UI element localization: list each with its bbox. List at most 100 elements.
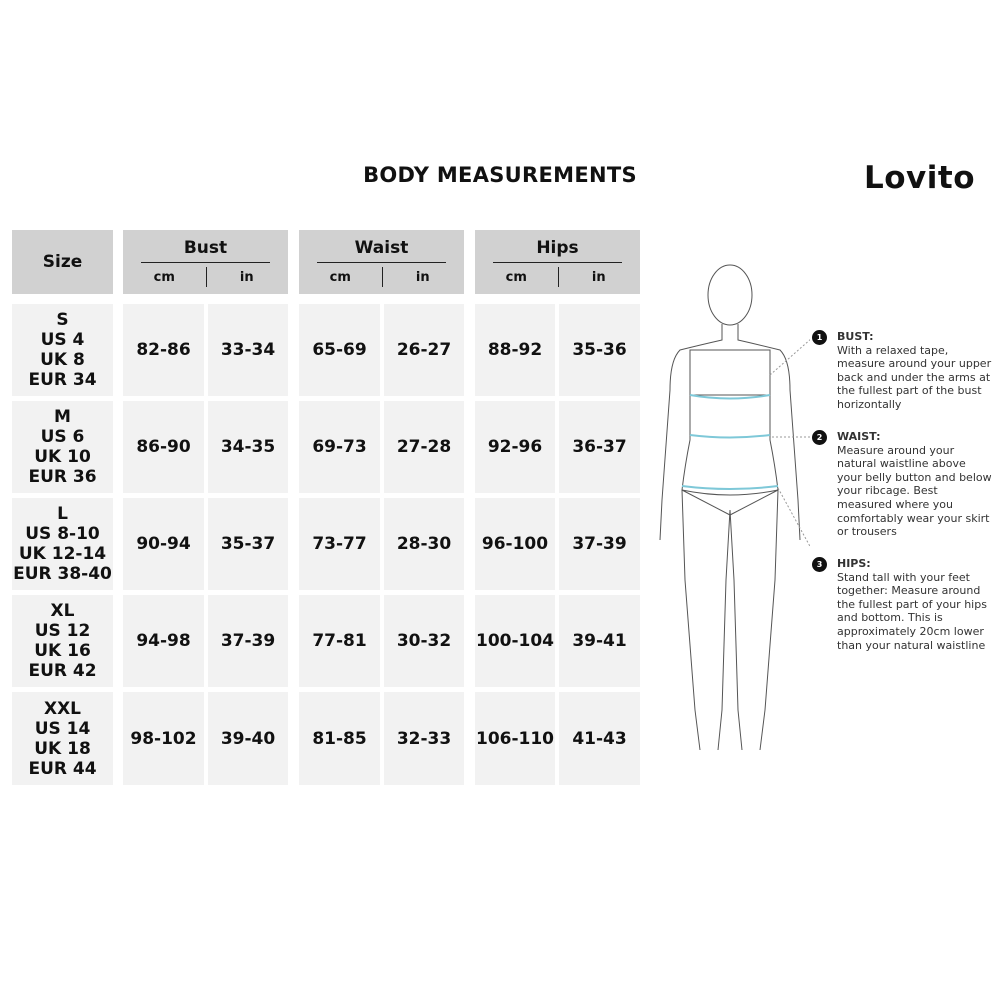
unit-in: in: [415, 270, 430, 285]
note-text: Stand tall with your feet together: Meas…: [837, 570, 987, 652]
measurement-value: 96-100: [481, 534, 549, 554]
measurement-cell: 37-39: [559, 498, 640, 590]
size-label: S: [56, 310, 69, 330]
note-heading: BUST:: [837, 330, 874, 343]
measurement-value: 26-27: [396, 340, 452, 360]
measurement-cell: 41-43: [559, 692, 640, 785]
measurement-value: 37-39: [220, 631, 276, 651]
size-label: UK 16: [34, 641, 91, 661]
measurement-cell: 81-85: [299, 692, 380, 785]
number-badge-icon: 2: [812, 430, 827, 445]
measurement-cell: 39-40: [208, 692, 288, 785]
size-label: UK 12-14: [18, 544, 107, 564]
measurement-value: 35-36: [572, 340, 627, 360]
note-text: With a relaxed tape, measure around your…: [837, 343, 992, 411]
size-label: L: [57, 504, 68, 524]
measurement-value: 77-81: [312, 631, 367, 651]
measurement-value: 39-41: [572, 631, 627, 651]
measurement-value: 92-96: [487, 437, 543, 457]
brand-logo: Lovito: [864, 160, 976, 196]
divider: [205, 267, 207, 287]
size-label: UK 18: [34, 738, 91, 759]
measurement-value: 73-77: [312, 534, 367, 554]
measurement-cell: 35-36: [559, 304, 640, 396]
size-cell: S US 4 UK 8 EUR 34: [12, 304, 113, 396]
measurement-value: 27-28: [396, 437, 452, 457]
note-waist: 2 WAIST: Measure around your natural waist…: [812, 430, 992, 539]
measurement-value: 94-98: [136, 631, 191, 651]
note-text: Measure around your natural waistline ab…: [837, 443, 992, 539]
head-outline: [707, 264, 753, 326]
unit-in: in: [239, 270, 254, 285]
group-label: Hips: [536, 238, 579, 258]
measurement-cell: 88-92: [475, 304, 555, 396]
measurement-value: 69-73: [312, 437, 367, 457]
header-waist: Waist cm in: [299, 230, 464, 294]
divider: [141, 262, 270, 263]
note-heading: HIPS:: [837, 557, 871, 570]
header-bust: Bust cm in: [123, 230, 288, 294]
size-label: UK 8: [40, 350, 85, 370]
measurement-cell: 69-73: [299, 401, 380, 493]
measurement-cell: 34-35: [208, 401, 288, 493]
measurement-cell: 98-102: [123, 692, 204, 785]
measurement-cell: 92-96: [475, 401, 555, 493]
divider: [557, 267, 559, 287]
group-label: Bust: [183, 238, 228, 258]
measurement-value: 98-102: [130, 728, 197, 749]
size-header: Size: [42, 252, 83, 272]
size-label: M: [54, 407, 71, 427]
bust-tape: [689, 394, 771, 400]
size-label: US 14: [34, 718, 91, 739]
measurement-cell: 65-69: [299, 304, 380, 396]
note-hips: 3 HIPS: Stand tall with your feet together…: [812, 557, 992, 652]
measurement-cell: 82-86: [123, 304, 204, 396]
measurement-cell: 33-34: [208, 304, 288, 396]
size-label: EUR 34: [28, 370, 97, 390]
size-label: UK 10: [34, 447, 91, 467]
measurement-cell: 96-100: [475, 498, 555, 590]
divider: [493, 262, 622, 263]
measurement-value: 36-37: [572, 437, 627, 457]
size-label: US 8-10: [25, 524, 100, 544]
unit-cm: cm: [505, 270, 527, 285]
size-label: US 4: [40, 330, 85, 350]
measurement-value: 81-85: [312, 728, 367, 749]
unit-cm: cm: [329, 270, 351, 285]
body-figure-illustration: [659, 264, 810, 751]
divider: [317, 262, 446, 263]
measurement-value: 82-86: [136, 340, 191, 360]
measurement-cell: 30-32: [384, 595, 464, 687]
size-cell: L US 8-10 UK 12-14 EUR 38-40: [12, 498, 113, 590]
size-label: US 6: [40, 427, 85, 447]
size-label: EUR 42: [28, 661, 97, 681]
measurement-cell: 100-104: [475, 595, 555, 687]
measurement-cell: 35-37: [208, 498, 288, 590]
size-label: US 12: [34, 621, 91, 641]
measurement-value: 86-90: [136, 437, 191, 457]
size-label: EUR 44: [28, 758, 97, 779]
size-label: XXL: [43, 698, 82, 719]
measurement-cell: 86-90: [123, 401, 204, 493]
measurement-cell: 26-27: [384, 304, 464, 396]
size-cell: XL US 12 UK 16 EUR 42: [12, 595, 113, 687]
measurement-cell: 36-37: [559, 401, 640, 493]
measurement-value: 100-104: [475, 631, 555, 651]
measurement-value: 37-39: [572, 534, 627, 554]
size-label: EUR 36: [28, 467, 97, 487]
size-cell: M US 6 UK 10 EUR 36: [12, 401, 113, 493]
size-label: EUR 38-40: [13, 564, 112, 584]
measurement-cell: 73-77: [299, 498, 380, 590]
measurement-cell: 90-94: [123, 498, 204, 590]
measurement-cell: 37-39: [208, 595, 288, 687]
hips-tape: [681, 485, 779, 490]
measurement-cell: 77-81: [299, 595, 380, 687]
measurement-value: 41-43: [572, 728, 627, 749]
measurement-value: 106-110: [475, 728, 555, 749]
measurement-cell: 32-33: [384, 692, 464, 785]
note-heading: WAIST:: [837, 430, 881, 443]
number-badge-icon: 3: [812, 557, 827, 572]
measurement-value: 30-32: [396, 631, 452, 651]
measurement-cell: 28-30: [384, 498, 464, 590]
measurement-cell: 27-28: [384, 401, 464, 493]
